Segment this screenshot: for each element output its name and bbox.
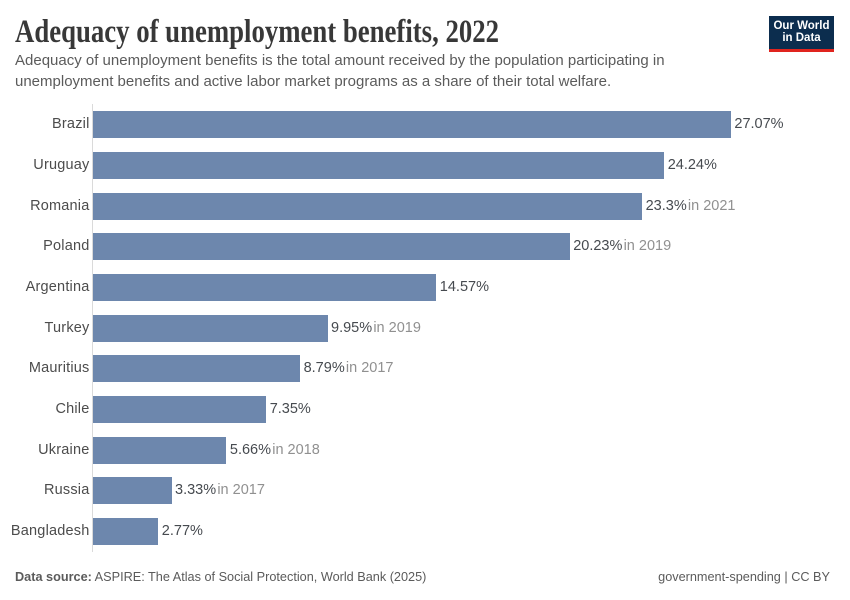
svg-text:Adequacy of unemployment benef: Adequacy of unemployment benefits, 2022 (15, 14, 499, 50)
